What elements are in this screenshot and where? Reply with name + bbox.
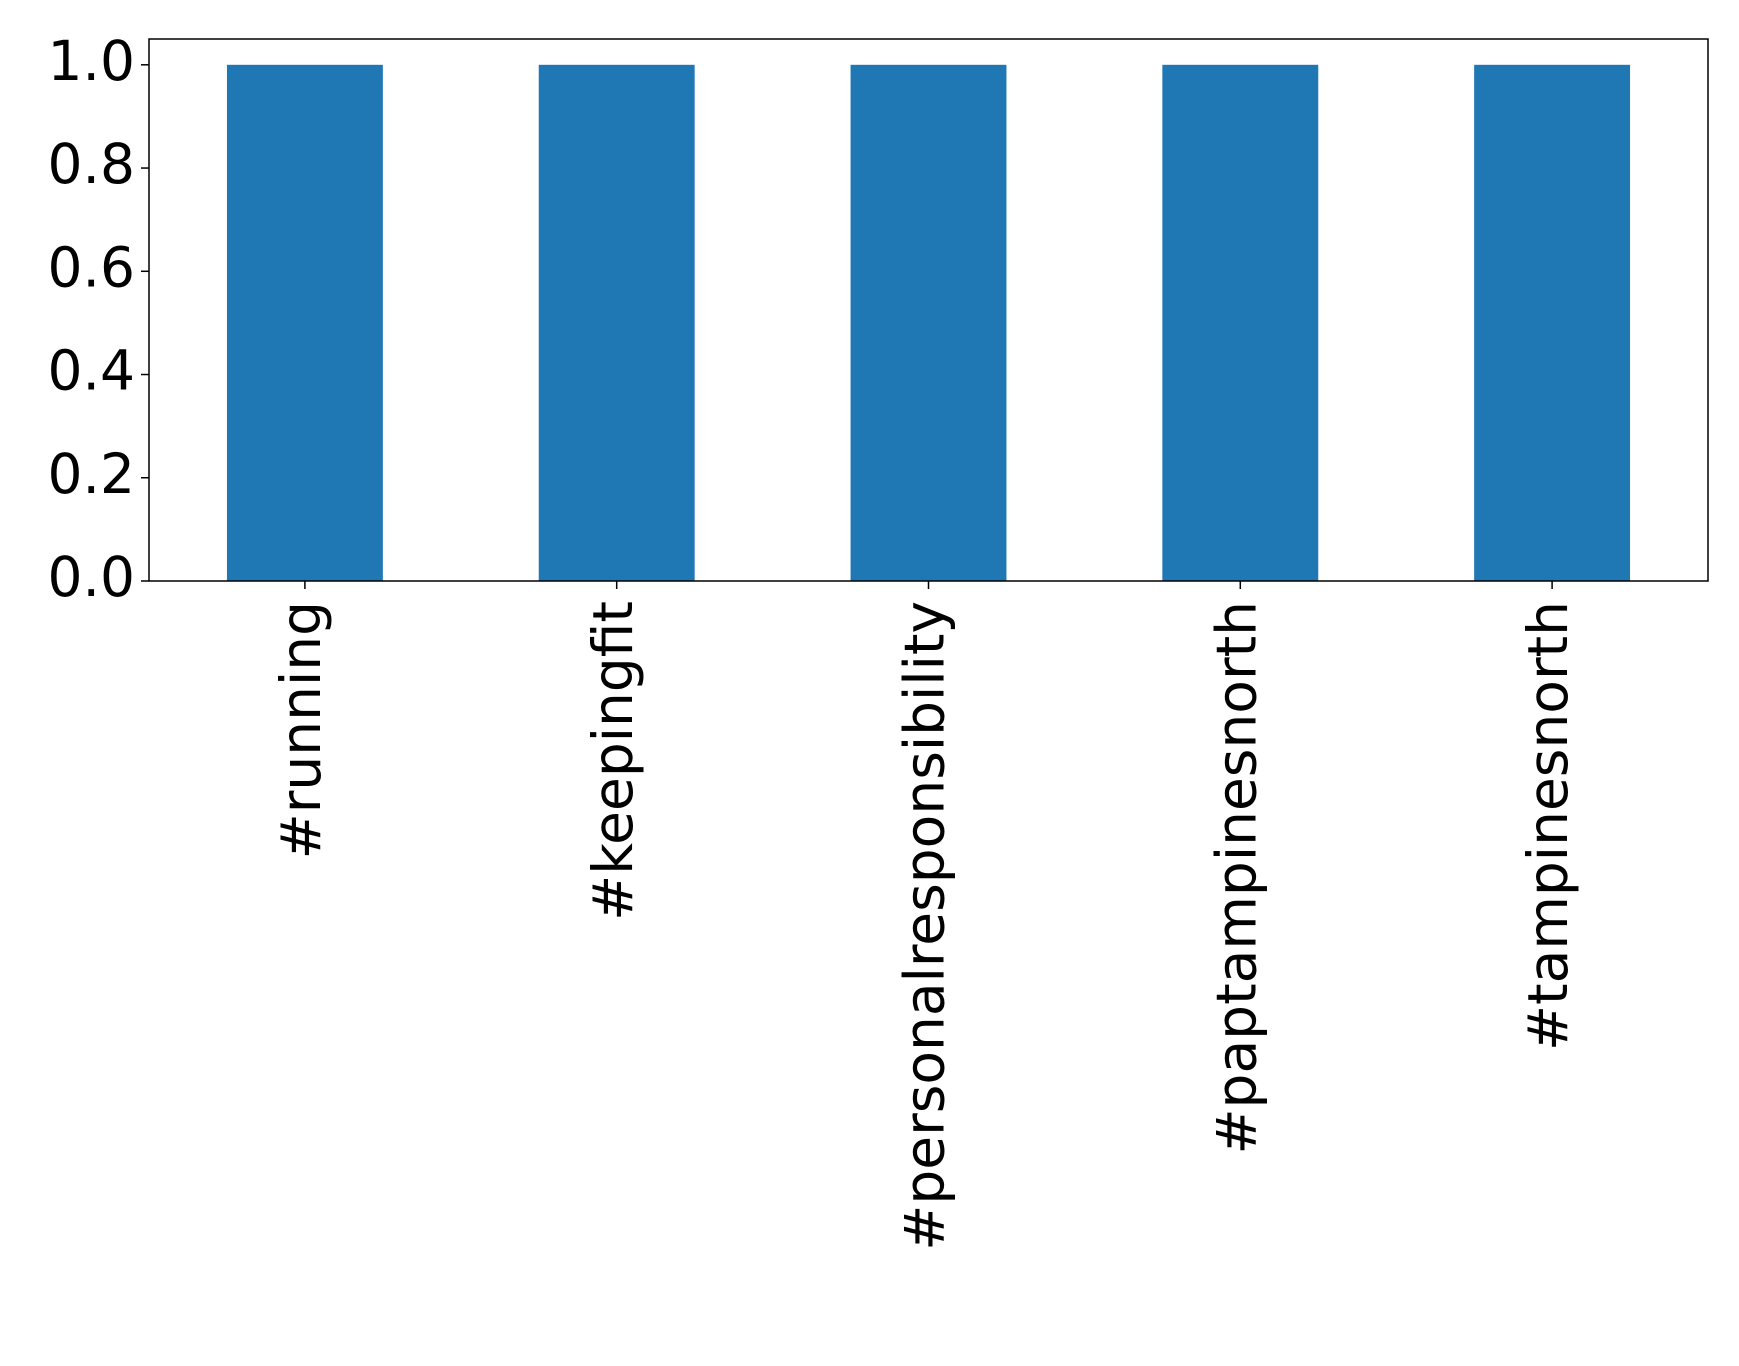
bar (850, 64, 1007, 582)
y-tick-label: 0.6 (48, 235, 135, 299)
y-tick-label: 0.0 (48, 545, 135, 609)
y-tick-label: 0.4 (48, 339, 135, 403)
x-tick-label: #personalresponsibility (893, 601, 957, 1251)
x-tick-label: #keepingfit (581, 601, 645, 921)
x-tick-label: #tampinesnorth (1516, 601, 1580, 1051)
bar (538, 64, 695, 582)
y-tick-label: 0.2 (48, 442, 135, 506)
plot-frame (148, 38, 1709, 582)
x-tick-label: #running (269, 601, 333, 859)
bar (1162, 64, 1319, 582)
y-tick-label: 1.0 (48, 29, 135, 93)
x-tick-label: #paptampinesnorth (1204, 601, 1268, 1155)
bar (226, 64, 383, 582)
bar (1474, 64, 1631, 582)
y-tick-label: 0.8 (48, 132, 135, 196)
